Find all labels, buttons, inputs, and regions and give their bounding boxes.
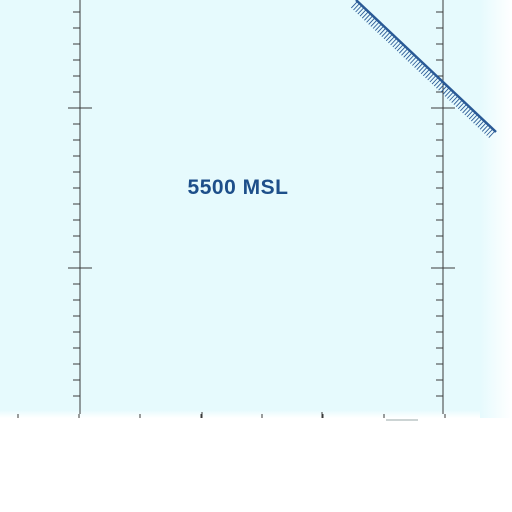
boundary-line [355,0,497,133]
boundary-hatch [425,70,433,79]
boundary-hatch [422,68,430,77]
boundary-hatch [446,91,454,99]
boundary-hatch [455,99,463,108]
boundary-hatch [433,79,441,87]
boundary-hatch [462,105,470,114]
boundary-hatch [444,89,452,97]
boundary-hatch [372,21,380,29]
boundary-hatch [392,40,400,48]
boundary-hatch [355,5,363,13]
boundary-hatch [475,118,483,126]
boundary-hatch [457,101,465,110]
boundary-hatch [431,77,439,85]
boundary-hatch [385,33,393,42]
boundary-hatch [350,1,358,9]
boundary-hatch [407,54,415,62]
boundary-hatch [427,73,435,81]
boundary-hatch [438,83,446,91]
boundary-hatch [484,126,491,134]
boundary-hatch [486,128,494,136]
boundary-hatch [473,116,481,124]
airspace-bottom-fade [0,410,480,418]
boundary-hatch [488,130,496,138]
boundary-hatch [420,66,428,75]
boundary-hatch [479,122,487,130]
boundary-hatch [390,38,398,46]
lat-long-grid [17,0,455,421]
boundary-hatch [368,17,376,25]
airspace-edge-fade [480,0,512,418]
boundary-hatch [429,75,437,83]
boundary-hatch [370,19,378,27]
boundary-hatch [416,62,424,71]
boundary-hatch [464,108,472,116]
boundary-hatch [418,64,426,73]
boundary-hatch [396,44,404,52]
boundary-hatch [440,85,448,93]
boundary-hatch [460,103,467,112]
boundary-hatch [359,9,367,17]
boundary-hatch [412,58,419,66]
boundary-hatch [466,110,474,118]
boundary-hatch [468,112,476,120]
airspace-boundary [350,0,497,138]
boundary-hatch [414,60,422,68]
boundary-hatch [405,52,413,60]
boundary-hatch [477,120,485,128]
boundary-hatch [394,42,402,50]
boundary-hatch [409,56,417,64]
boundary-hatch [401,48,409,56]
altitude-label: 5500 MSL [187,176,289,199]
boundary-hatch [377,25,384,33]
boundary-hatch [374,23,382,31]
boundary-hatch [353,3,360,11]
airspace-area [0,0,480,418]
boundary-hatch [361,11,369,19]
boundary-hatch [436,81,443,89]
boundary-hatch [451,95,459,103]
boundary-hatch [470,114,478,122]
boundary-hatch [366,15,374,23]
boundary-hatch [442,87,450,95]
boundary-hatch [481,124,489,132]
boundary-hatch [453,97,461,105]
boundary-hatch [381,29,389,38]
boundary-hatch [449,93,457,101]
boundary-hatch [383,31,391,40]
boundary-hatch [379,27,387,36]
boundary-hatch [357,7,365,15]
boundary-hatch [403,50,411,58]
boundary-hatch [364,13,371,21]
boundary-hatch [388,36,395,44]
boundary-hatch [398,46,406,54]
